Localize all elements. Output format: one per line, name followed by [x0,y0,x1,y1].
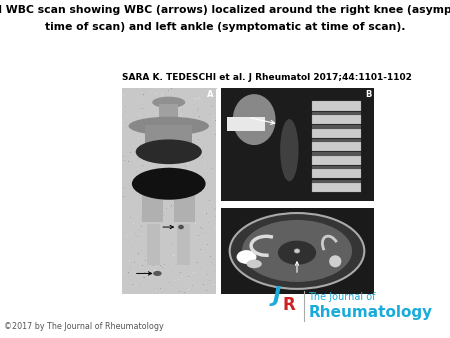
Ellipse shape [237,250,256,264]
Ellipse shape [178,225,184,229]
Bar [159,104,178,117]
Text: SARA K. TEDESCHI et al. J Rheumatol 2017;44:1101-1102: SARA K. TEDESCHI et al. J Rheumatol 2017… [122,73,411,82]
Text: J: J [273,286,281,306]
Text: (A) Tagged WBC scan showing WBC (arrows) localized around the right knee (asympt: (A) Tagged WBC scan showing WBC (arrows)… [0,5,450,15]
Bar [312,152,361,156]
Text: Rheumatology: Rheumatology [308,305,432,320]
Bar [312,112,361,115]
Ellipse shape [152,97,185,108]
Bar [312,115,361,124]
Bar [312,179,361,183]
Ellipse shape [280,119,298,181]
Ellipse shape [242,220,352,282]
Bar [312,169,361,178]
Text: ©2017 by The Journal of Rheumatology: ©2017 by The Journal of Rheumatology [4,322,164,331]
Bar [220,88,374,201]
Bar [312,166,361,169]
Bar [312,129,361,138]
Text: The Journal of: The Journal of [308,292,376,303]
Bar [122,88,216,294]
Bar [312,142,361,151]
Bar [227,117,265,131]
Text: B: B [365,90,371,99]
Ellipse shape [329,255,342,267]
Bar [175,185,195,222]
Text: R: R [283,296,295,314]
Ellipse shape [278,241,316,265]
Bar [312,101,361,111]
Ellipse shape [129,117,209,135]
Bar [147,224,160,265]
Bar [220,208,374,294]
Ellipse shape [136,139,202,164]
Bar [312,183,361,192]
Ellipse shape [153,271,162,276]
Bar [312,125,361,129]
Circle shape [294,249,300,253]
Ellipse shape [233,94,275,145]
Ellipse shape [132,168,206,200]
Bar [142,185,163,222]
Text: A: A [207,90,214,99]
Bar [312,156,361,165]
Ellipse shape [247,260,262,268]
Bar [145,125,193,154]
Text: time of scan) and left ankle (symptomatic at time of scan).: time of scan) and left ankle (symptomati… [45,22,405,32]
Bar [177,224,190,265]
Ellipse shape [230,213,364,289]
Bar [312,139,361,142]
